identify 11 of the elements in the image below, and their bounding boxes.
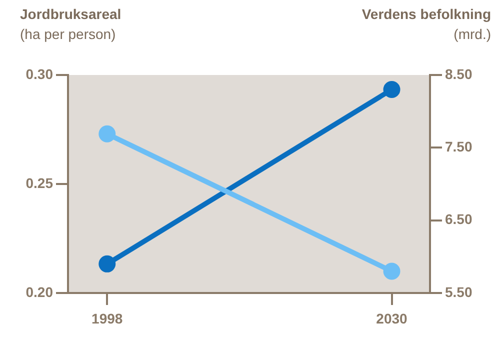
y-tick-label: 0.25 [26,174,54,191]
y2-axis-title: Verdens befolkning (mrd.) [362,6,491,44]
y2-tick-label: 6.50 [445,211,472,228]
y2-tick-label: 8.50 [445,66,472,82]
y-tick-label: 0.20 [26,284,54,300]
y-axis-title: Jordbruksareal (ha per person) [20,6,122,44]
x-tick-label: 2030 [376,310,408,326]
x-tick-label: 1998 [92,310,123,326]
y2-tick-label: 5.50 [445,284,472,300]
y-tick-label: 0.30 [26,66,54,82]
y2-tick-label: 7.50 [445,138,472,155]
